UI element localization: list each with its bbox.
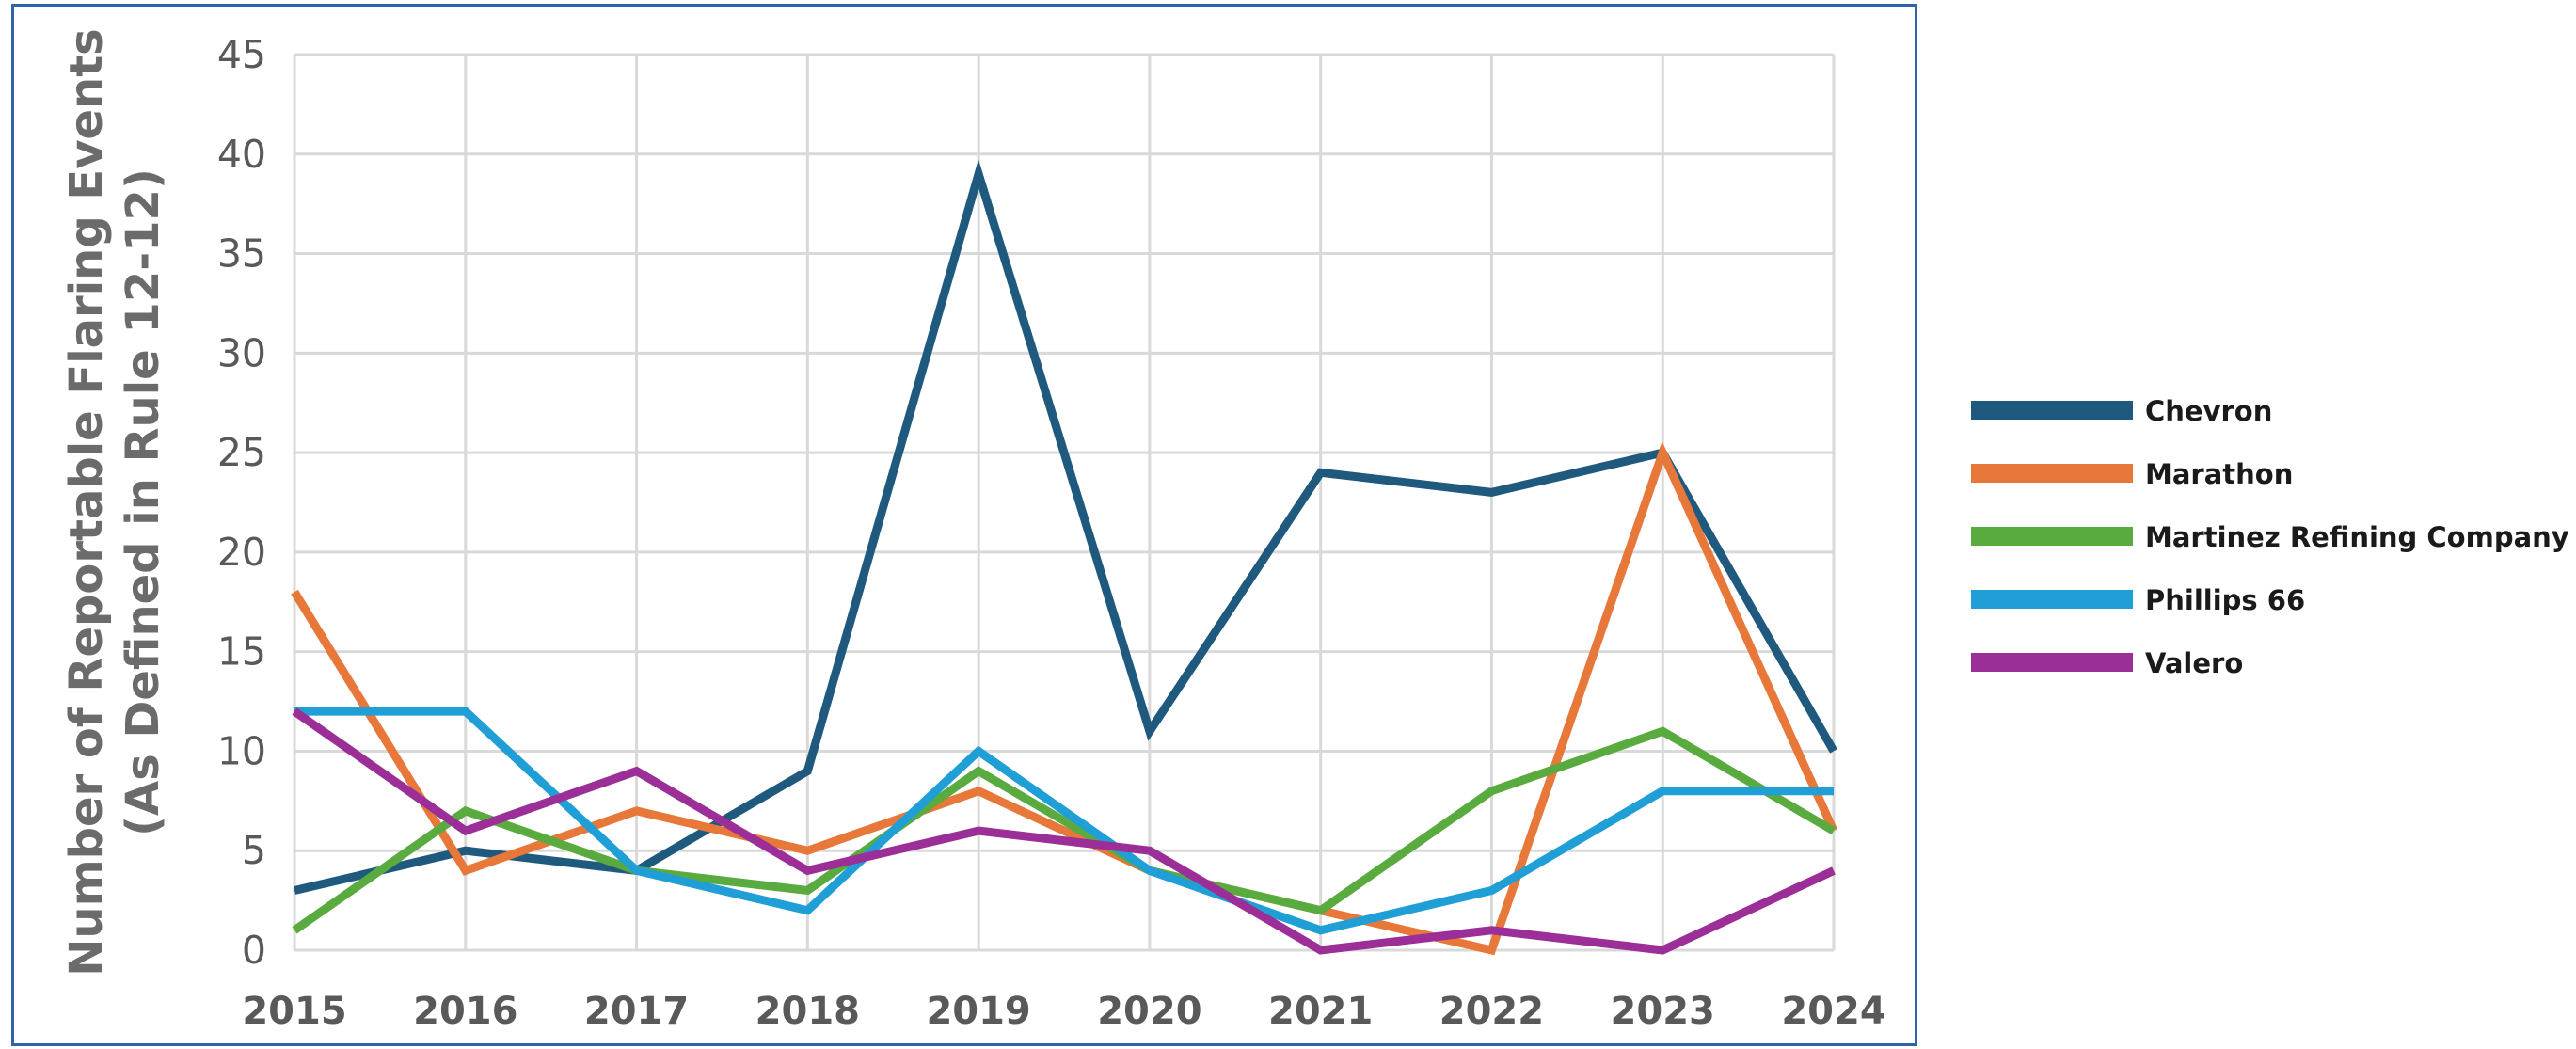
y-tick-label: 30	[217, 330, 266, 375]
legend-swatch	[1971, 401, 2133, 420]
y-tick-label: 15	[217, 629, 266, 675]
y-tick-label: 5	[242, 828, 266, 873]
series-line-phillips-66	[294, 707, 1834, 935]
y-tick-label: 45	[217, 32, 266, 77]
y-axis-title-line: Number of Reportable Flaring Events	[60, 28, 113, 976]
x-tick-label: 2021	[1268, 990, 1373, 1033]
x-tick-label: 2016	[413, 990, 517, 1033]
legend-label: Chevron	[2145, 395, 2272, 427]
y-tick-label: 25	[217, 430, 266, 475]
legend-label: Marathon	[2145, 458, 2293, 490]
y-tick-label: 40	[217, 132, 266, 177]
x-tick-label: 2022	[1439, 990, 1544, 1033]
legend: Chevron Marathon Martinez Refining Company…	[1971, 395, 2569, 679]
legend-label: Phillips 66	[2145, 584, 2305, 616]
y-tick-label: 35	[217, 231, 266, 277]
x-tick-label: 2018	[755, 990, 860, 1033]
y-axis-title: Number of Reportable Flaring Events (As D…	[60, 28, 169, 976]
x-tick-label: 2020	[1097, 990, 1201, 1033]
legend-label: Valero	[2145, 647, 2243, 679]
series-lines	[291, 159, 1838, 956]
series-line-marathon	[291, 440, 1838, 956]
series-line-martinez-refining-company	[292, 726, 1837, 934]
y-tick-label: 0	[242, 928, 266, 973]
y-axis-title-line: (As Defined in Rule 12-12)	[117, 168, 169, 836]
x-axis-ticks: 2015 2016 2017 2018 2019 2020 2021 2022 2023 2024	[242, 990, 1885, 1033]
series-line-chevron	[293, 159, 1837, 895]
x-tick-label: 2024	[1781, 990, 1885, 1033]
legend-swatch	[1971, 527, 2133, 546]
series-line-valero	[292, 707, 1836, 955]
legend-swatch	[1971, 590, 2133, 609]
legend-swatch	[1971, 464, 2133, 483]
legend-swatch	[1971, 653, 2133, 672]
y-axis-ticks: 0 5 10 15 20 25 30 35 40 45	[217, 32, 266, 973]
y-tick-label: 20	[217, 530, 266, 575]
gridlines	[293, 53, 1836, 952]
x-tick-label: 2019	[926, 990, 1030, 1033]
chart-frame	[11, 4, 1917, 1046]
y-tick-label: 10	[217, 728, 266, 773]
legend-label: Martinez Refining Company	[2145, 521, 2569, 553]
x-tick-label: 2015	[242, 990, 346, 1033]
x-tick-label: 2023	[1611, 990, 1715, 1033]
x-tick-label: 2017	[584, 990, 689, 1033]
